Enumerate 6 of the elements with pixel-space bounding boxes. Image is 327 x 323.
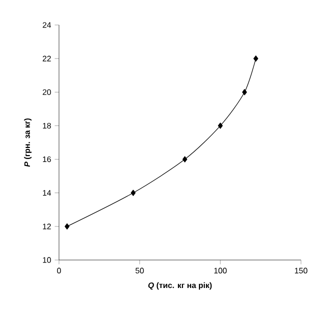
point xyxy=(218,122,223,129)
point xyxy=(242,89,247,96)
point xyxy=(130,190,136,196)
point xyxy=(182,156,188,162)
point xyxy=(64,223,70,230)
point xyxy=(253,55,258,62)
